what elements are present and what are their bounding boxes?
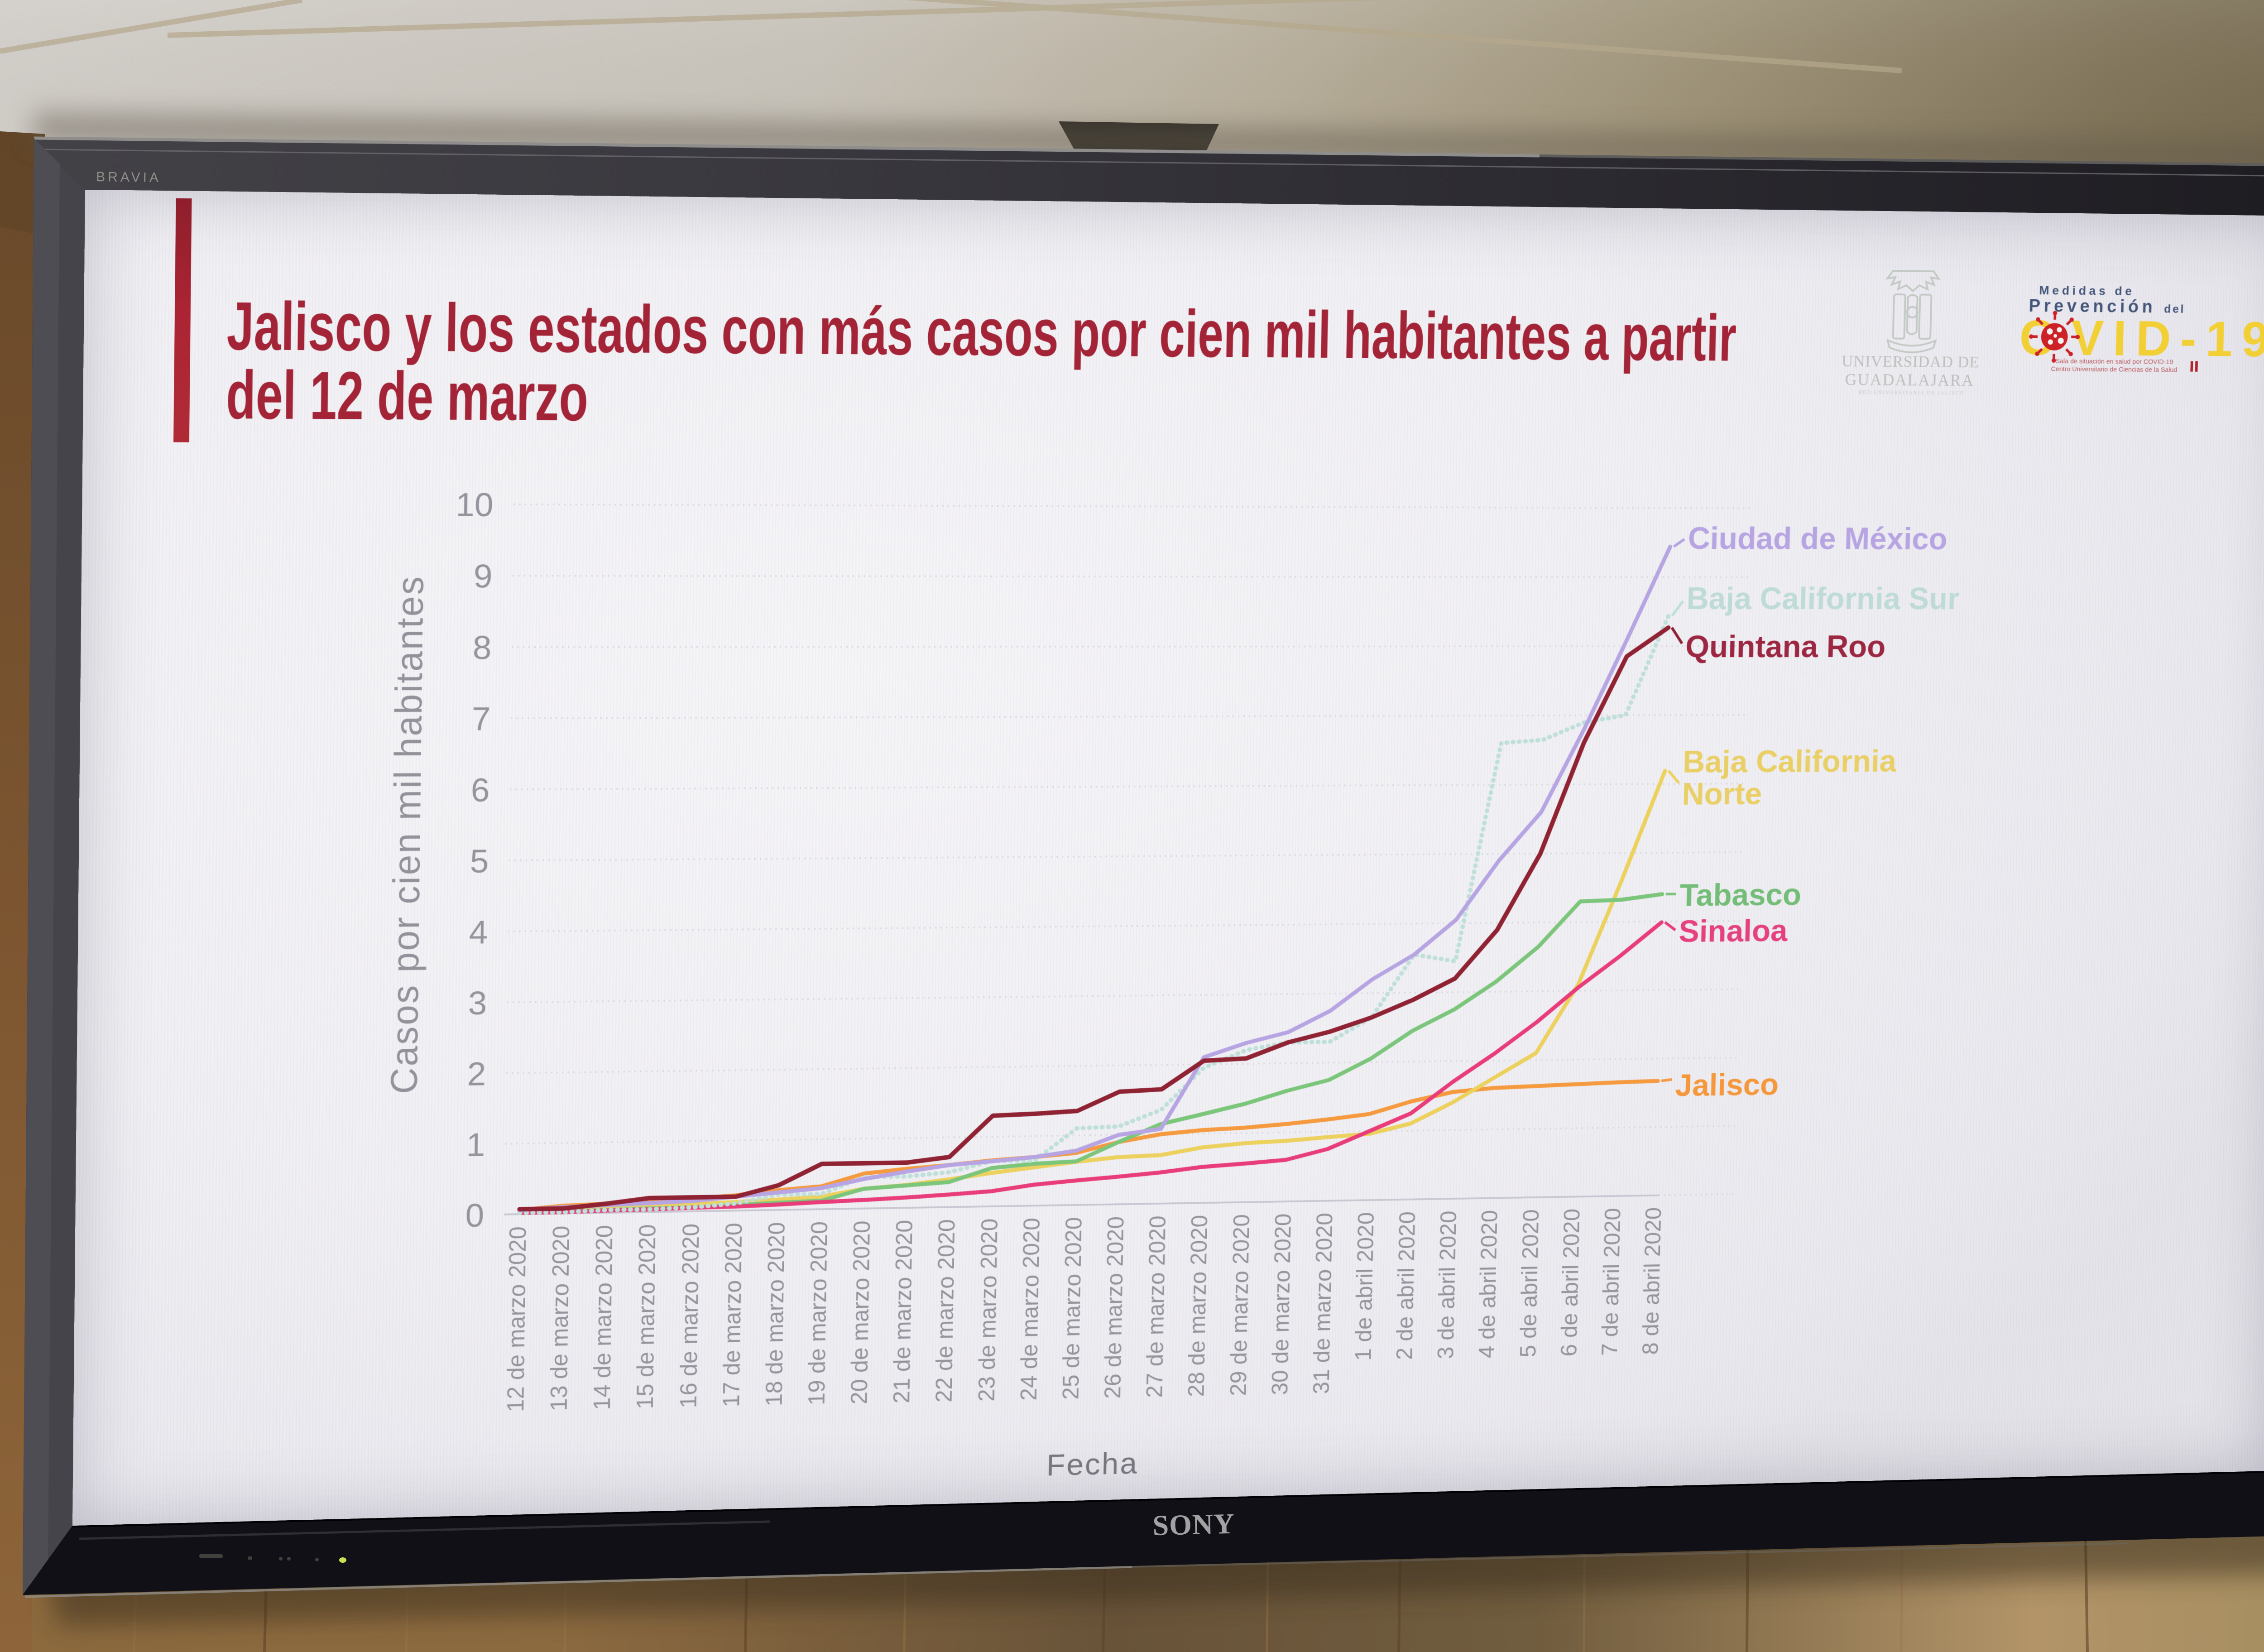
- svg-text:24 de marzo 2020: 24 de marzo 2020: [1016, 1218, 1045, 1401]
- svg-text:17 de marzo 2020: 17 de marzo 2020: [719, 1223, 747, 1407]
- svg-text:Jalisco: Jalisco: [1675, 1067, 1779, 1103]
- svg-text:8: 8: [472, 630, 492, 667]
- svg-text:Baja California Sur: Baja California Sur: [1686, 581, 1960, 615]
- svg-text:BRAVIA: BRAVIA: [96, 169, 161, 185]
- svg-text:31 de marzo 2020: 31 de marzo 2020: [1309, 1213, 1337, 1395]
- svg-text:29 de marzo 2020: 29 de marzo 2020: [1226, 1214, 1254, 1397]
- svg-text:14 de marzo 2020: 14 de marzo 2020: [589, 1225, 618, 1411]
- svg-text:27 de marzo 2020: 27 de marzo 2020: [1142, 1215, 1170, 1398]
- svg-text:Centro Universitario de Cienci: Centro Universitario de Ciencias de la S…: [2051, 365, 2177, 374]
- svg-text:6 de abril 2020: 6 de abril 2020: [1557, 1208, 1585, 1357]
- svg-text:28 de marzo 2020: 28 de marzo 2020: [1184, 1215, 1212, 1397]
- svg-text:16 de marzo 2020: 16 de marzo 2020: [676, 1223, 704, 1408]
- svg-text:Norte: Norte: [1682, 777, 1762, 812]
- svg-text:Quintana Roo: Quintana Roo: [1685, 629, 1886, 664]
- svg-text:0: 0: [465, 1198, 484, 1234]
- svg-text:7: 7: [471, 701, 491, 738]
- svg-text:Ciudad de México: Ciudad de México: [1688, 521, 1948, 556]
- svg-text:5 de abril 2020: 5 de abril 2020: [1516, 1209, 1544, 1358]
- svg-text:GUADALAJARA: GUADALAJARA: [1845, 371, 1974, 390]
- svg-text:RED UNIVERSITARIA DE JALISCO: RED UNIVERSITARIA DE JALISCO: [1858, 389, 1964, 396]
- svg-text:23 de marzo 2020: 23 de marzo 2020: [974, 1218, 1002, 1402]
- svg-text:4: 4: [469, 914, 488, 951]
- svg-text:1: 1: [466, 1127, 485, 1164]
- svg-text:UNIVERSIDAD DE: UNIVERSIDAD DE: [1842, 352, 1980, 371]
- svg-text:18 de marzo 2020: 18 de marzo 2020: [761, 1222, 790, 1407]
- svg-text:Sala de situación en salud por: Sala de situación en salud por COVID-19: [2055, 358, 2173, 366]
- svg-text:12 de marzo 2020: 12 de marzo 2020: [503, 1226, 531, 1412]
- svg-text:26 de marzo 2020: 26 de marzo 2020: [1100, 1216, 1128, 1399]
- svg-text:5: 5: [470, 843, 489, 880]
- svg-text:Baja California: Baja California: [1683, 744, 1897, 779]
- svg-text:13 de marzo 2020: 13 de marzo 2020: [546, 1225, 575, 1411]
- svg-text:VID-19: VID-19: [2071, 311, 2264, 367]
- svg-text:6: 6: [470, 772, 490, 809]
- svg-text:Sinaloa: Sinaloa: [1679, 913, 1789, 949]
- svg-text:Prevención del: Prevención del: [2029, 296, 2186, 317]
- svg-text:4 de abril 2020: 4 de abril 2020: [1474, 1210, 1502, 1358]
- svg-text:2: 2: [467, 1056, 486, 1093]
- svg-text:7 de abril 2020: 7 de abril 2020: [1597, 1208, 1626, 1356]
- svg-text:Tabasco: Tabasco: [1679, 877, 1802, 912]
- svg-text:21 de marzo 2020: 21 de marzo 2020: [889, 1220, 917, 1403]
- svg-text:Fecha: Fecha: [1046, 1446, 1138, 1482]
- svg-text:C: C: [2019, 310, 2055, 366]
- svg-text:22 de marzo 2020: 22 de marzo 2020: [931, 1219, 960, 1403]
- svg-text:Medidas de: Medidas de: [2039, 283, 2135, 298]
- svg-text:2 de abril 2020: 2 de abril 2020: [1392, 1211, 1420, 1360]
- svg-text:10: 10: [456, 487, 494, 523]
- svg-text:20 de marzo 2020: 20 de marzo 2020: [846, 1220, 875, 1405]
- svg-text:3: 3: [468, 985, 487, 1022]
- svg-text:19 de marzo 2020: 19 de marzo 2020: [804, 1221, 832, 1405]
- svg-text:8 de abril 2020: 8 de abril 2020: [1638, 1207, 1666, 1355]
- svg-text:Casos por cien mil habitantes: Casos por cien mil habitantes: [383, 575, 431, 1095]
- svg-text:SONY: SONY: [1152, 1508, 1235, 1542]
- svg-text:25 de marzo 2020: 25 de marzo 2020: [1058, 1217, 1087, 1400]
- svg-text:1 de abril 2020: 1 de abril 2020: [1351, 1212, 1379, 1361]
- svg-text:15 de marzo 2020: 15 de marzo 2020: [632, 1224, 661, 1409]
- svg-text:3 de abril 2020: 3 de abril 2020: [1433, 1210, 1461, 1359]
- svg-text:30 de marzo 2020: 30 de marzo 2020: [1267, 1213, 1296, 1395]
- svg-text:9: 9: [473, 558, 493, 595]
